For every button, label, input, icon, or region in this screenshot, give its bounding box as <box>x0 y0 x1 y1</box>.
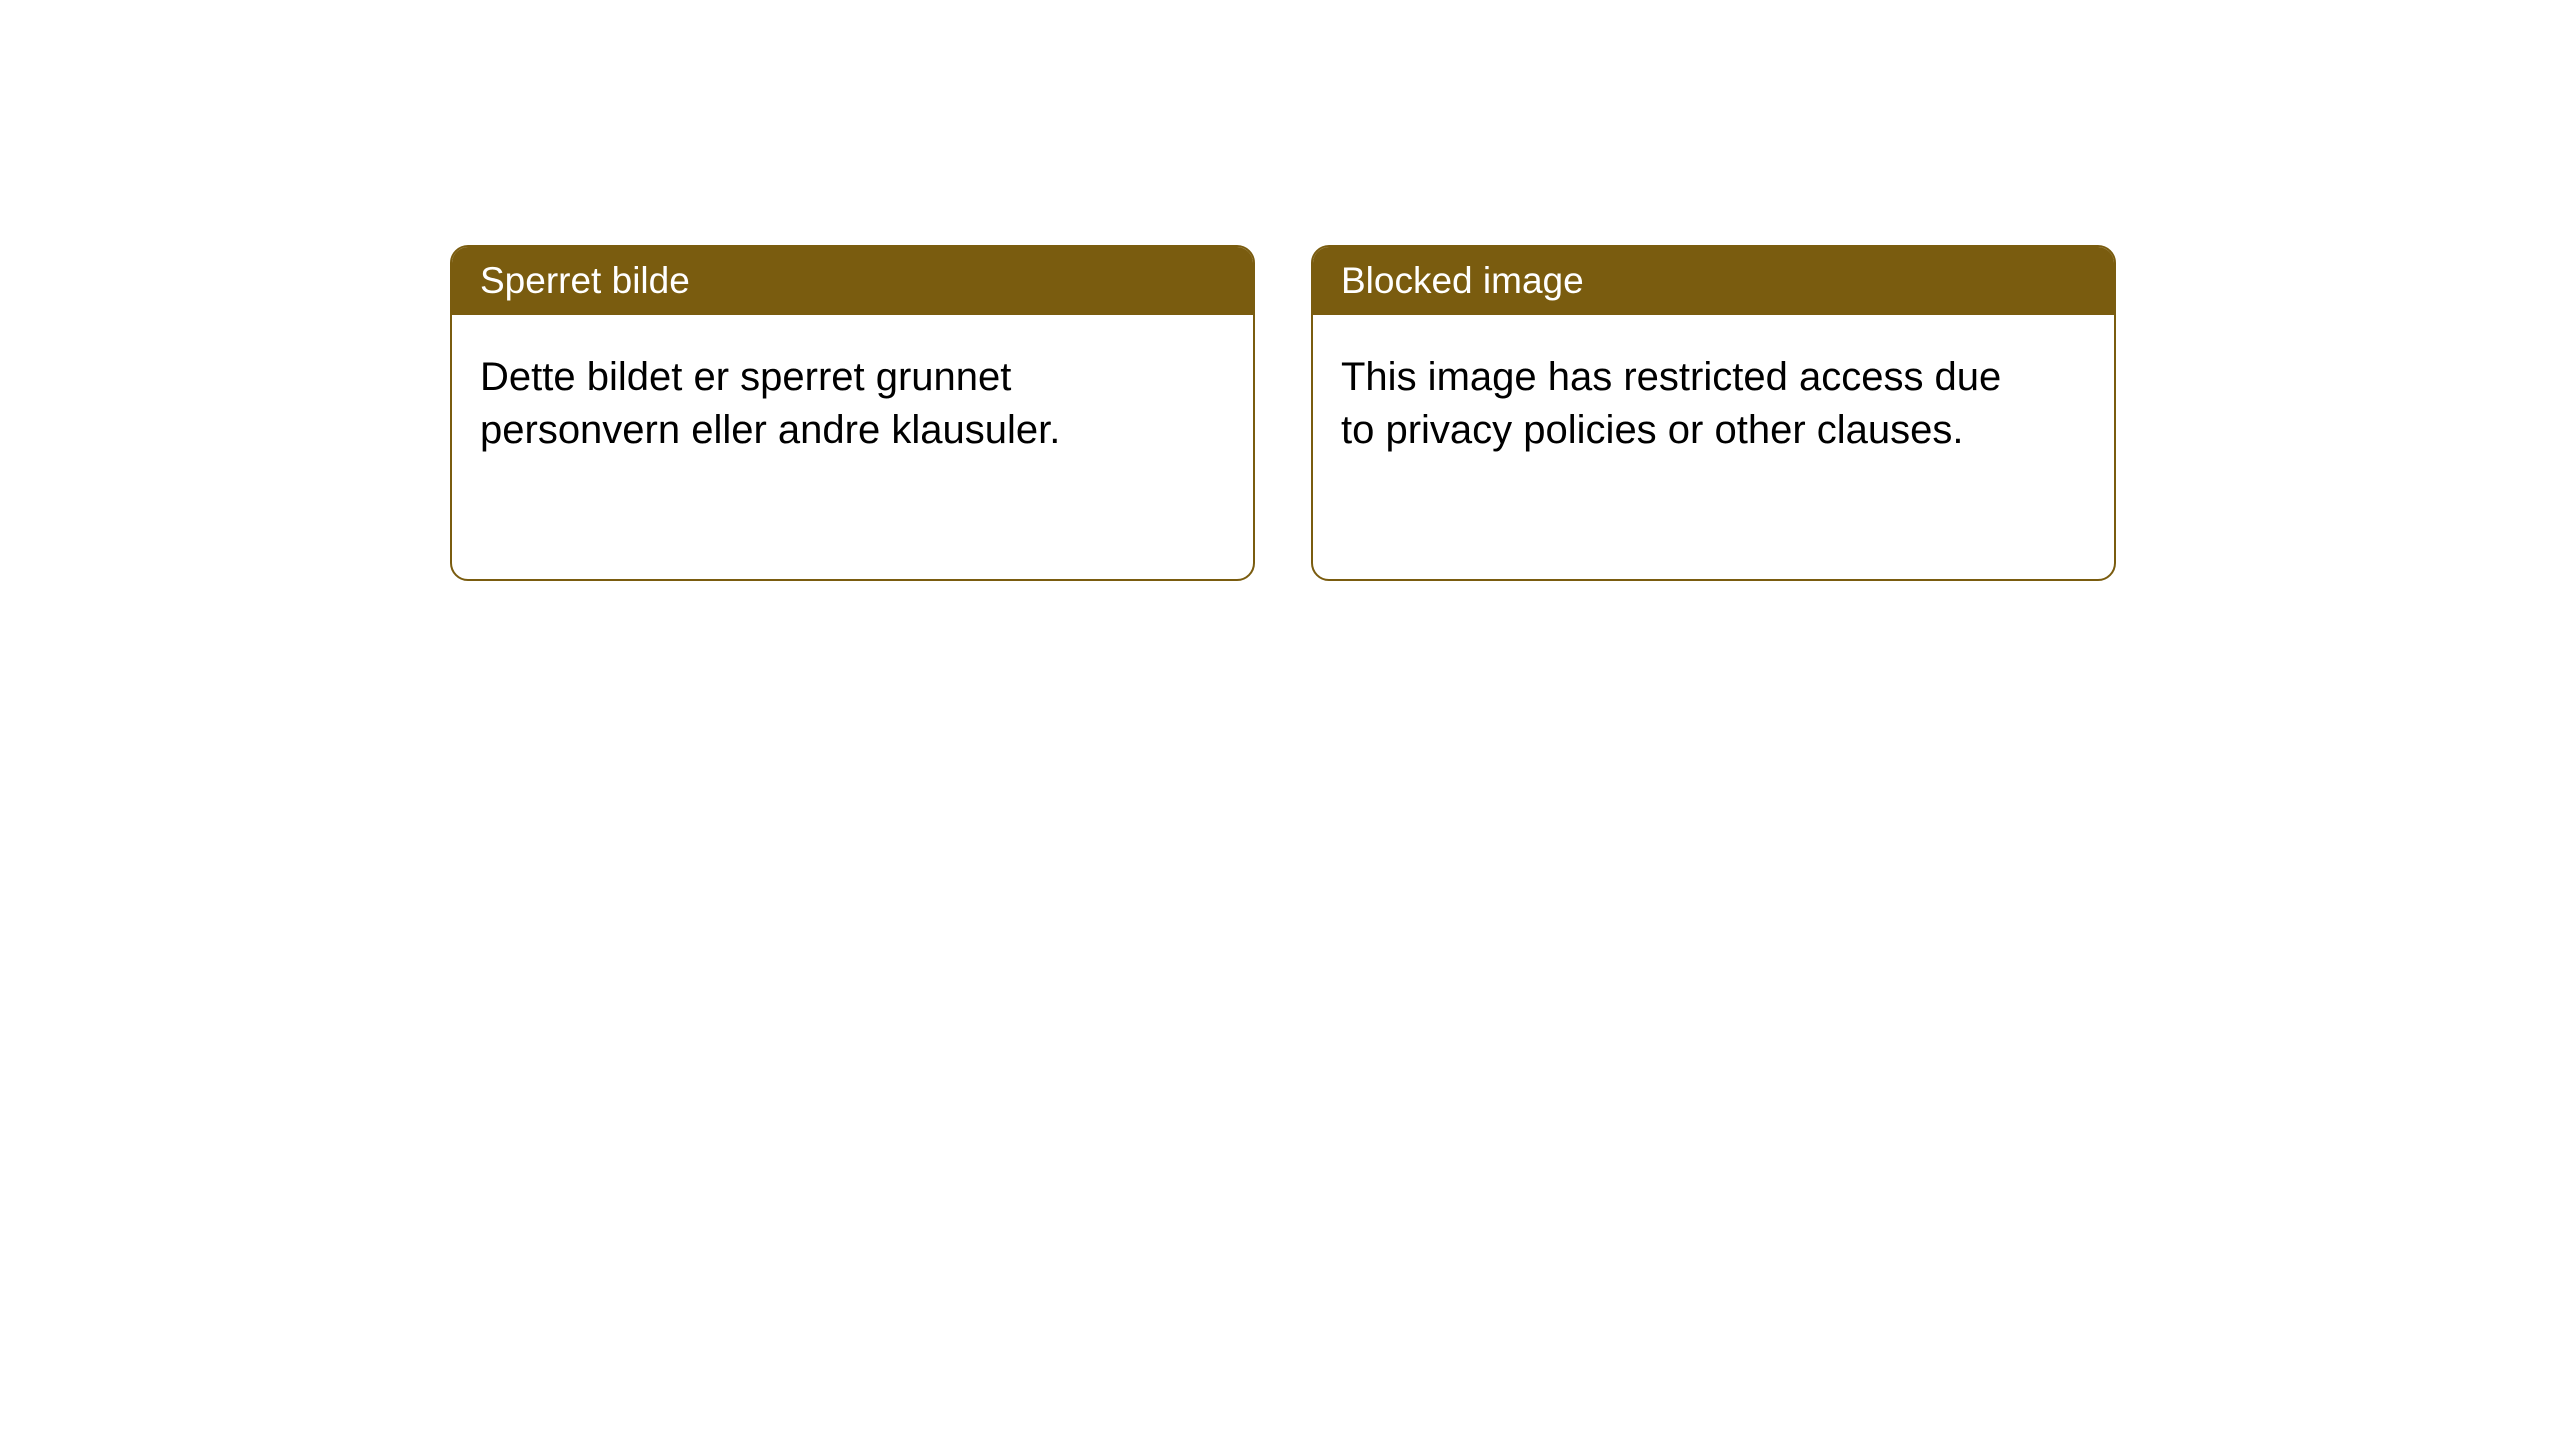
notice-card-english: Blocked image This image has restricted … <box>1311 245 2116 581</box>
notice-title-english: Blocked image <box>1313 247 2114 315</box>
notice-card-norwegian: Sperret bilde Dette bildet er sperret gr… <box>450 245 1255 581</box>
notice-body-norwegian: Dette bildet er sperret grunnet personve… <box>452 315 1172 493</box>
notice-body-english: This image has restricted access due to … <box>1313 315 2033 493</box>
notice-title-norwegian: Sperret bilde <box>452 247 1253 315</box>
notice-container: Sperret bilde Dette bildet er sperret gr… <box>450 245 2116 581</box>
